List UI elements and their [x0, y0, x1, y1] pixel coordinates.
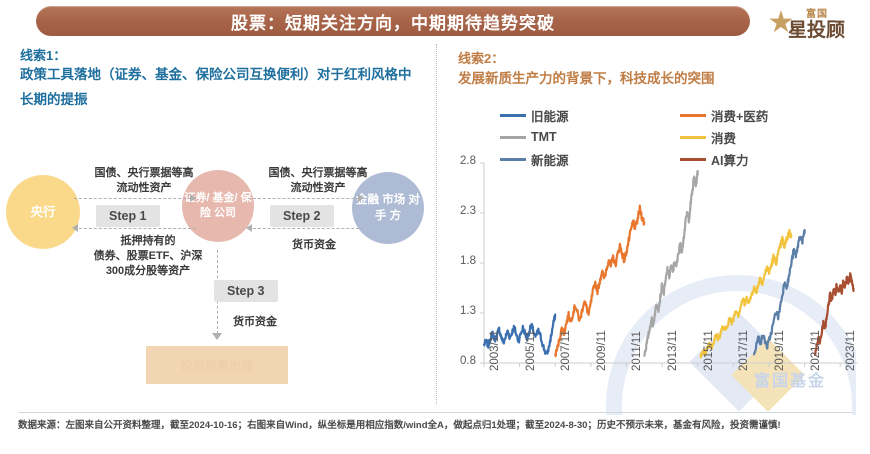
diagram-step-3: Step 3: [214, 280, 278, 302]
arrow-line-top-right: [248, 198, 364, 199]
clue1-body: 政策工具落地（证券、基金、保险公司互换便利）对于红利风格中长期的提振: [20, 67, 412, 107]
arrow-head-right-2: [358, 194, 364, 202]
legend-swatch-icon: [680, 135, 706, 139]
logo-sub-text: 富国: [806, 9, 828, 20]
legend-item-5: AI算力: [680, 150, 860, 169]
legend-label: 消费: [711, 131, 737, 146]
diagram-node-counterparty: 金融 市场 对手 方: [352, 172, 424, 244]
arrow-head-left-1: [72, 224, 78, 232]
chart-legend: 旧能源 消费+医药 TMT 消费新能源 AI算力: [500, 104, 860, 170]
x-axis-tick-label: 2007/11: [560, 330, 573, 371]
diagram-step-2: Step 2: [270, 205, 334, 227]
arrow-line-bottom-right: [248, 228, 364, 229]
page-title-banner: 股票：短期关注方向，中期期待趋势突破: [36, 6, 750, 36]
x-axis-tick-label: 2017/11: [738, 330, 751, 371]
legend-item-4: 新能源: [500, 150, 680, 169]
clue2-body: 发展新质生产力的背景下，科技成长的突围: [458, 71, 715, 86]
x-axis-tick-label: 2009/11: [595, 330, 608, 371]
diagram-node-institutions: 证券/ 基金/ 保险 公司: [182, 170, 254, 242]
arrow-head-left-2: [246, 224, 252, 232]
chart-plot-svg: [480, 162, 858, 367]
column-divider: [436, 44, 437, 404]
policy-flow-diagram: 央行 证券/ 基金/ 保险 公司 金融 市场 对手 方 Step 1 Step …: [0, 150, 436, 400]
chart-line-TMT: [643, 169, 699, 357]
diagram-flow-label-top-left: 国债、央行票据等高 流动性资产: [94, 167, 194, 194]
x-axis-tick-label: 2015/11: [702, 330, 715, 371]
legend-item-2: TMT: [500, 130, 680, 144]
legend-item-1: 消费+医药: [680, 106, 860, 125]
page-title: 股票：短期关注方向，中期期待趋势突破: [231, 13, 555, 33]
legend-swatch-icon: [500, 157, 526, 161]
diagram-node-pboc: 央行: [6, 175, 80, 249]
x-axis-tick-label: 2019/11: [773, 330, 786, 371]
y-axis-tick-label: 2.3: [460, 205, 476, 217]
x-axis-tick-label: 2005/11: [524, 330, 537, 371]
x-axis-tick-label: 2021/11: [809, 330, 822, 371]
chart-line-消费+医药: [554, 204, 646, 358]
y-axis-tick-label: 0.8: [460, 355, 476, 367]
y-axis-tick-label: 1.8: [460, 255, 476, 267]
legend-label: 新能源: [531, 153, 569, 168]
legend-item-3: 消费: [680, 128, 860, 147]
x-axis-tick-label: 2003/11: [489, 330, 501, 371]
legend-label: 旧能源: [531, 109, 569, 124]
legend-swatch-icon: [680, 157, 706, 161]
legend-swatch-icon: [500, 113, 526, 117]
legend-swatch-icon: [500, 135, 526, 139]
footer-disclaimer: 数据来源：左图来自公开资料整理，截至2024-10-16；右图来自Wind，纵坐…: [18, 420, 781, 431]
x-axis-tick-label: 2023/11: [845, 330, 858, 371]
x-axis-tick-label: 2011/11: [631, 331, 644, 371]
chart-line-旧能源: [482, 313, 557, 355]
legend-label: TMT: [531, 130, 557, 144]
diagram-bottom-box: 投资股票市场: [146, 346, 288, 384]
diagram-flow-label-step3: 货币资金: [233, 316, 277, 328]
logo-main-text: 星投顾: [788, 20, 846, 41]
x-axis-tick-label: 2013/11: [667, 330, 680, 371]
diagram-step-1: Step 1: [96, 205, 160, 227]
sector-rotation-chart: 富国基金 0.8 1.3 1.8 2.3 2.8 2003/11 2005/11 2007/1…: [446, 155, 866, 415]
clue2-label: 线索2：: [458, 51, 505, 66]
legend-item-0: 旧能源: [500, 106, 680, 125]
watermark-text: 富国基金: [754, 373, 827, 390]
arrow-head-down: [212, 333, 222, 340]
star-icon: ★: [767, 6, 795, 39]
arrow-line-bottom-left: [74, 228, 196, 229]
arrow-line-top-left: [74, 198, 196, 199]
y-axis-tick-label: 1.3: [460, 305, 476, 317]
chart-line-AI算力: [813, 272, 855, 356]
diagram-bottom-box-label: 投资股票市场: [180, 358, 253, 373]
chart-line-新能源: [753, 228, 806, 356]
legend-swatch-icon: [680, 113, 706, 117]
chart-line-消费: [699, 228, 793, 359]
y-axis-tick-label: 2.8: [460, 155, 476, 167]
brand-logo: ★ 富国 星投顾: [766, 4, 866, 42]
diagram-flow-label-bottom-right: 货币资金: [292, 239, 336, 251]
arrow-head-right-1: [190, 194, 196, 202]
footer-divider: [18, 412, 852, 413]
legend-label: AI算力: [711, 153, 749, 168]
clue1-label: 线索1：: [20, 48, 67, 63]
diagram-flow-label-top-right: 国债、央行票据等高 流动性资产: [268, 167, 368, 194]
diagram-flow-label-bottom-left: 抵押持有的 债券、股票ETF、沪深 300成分股等资产: [93, 235, 203, 277]
legend-label: 消费+医药: [711, 109, 769, 124]
